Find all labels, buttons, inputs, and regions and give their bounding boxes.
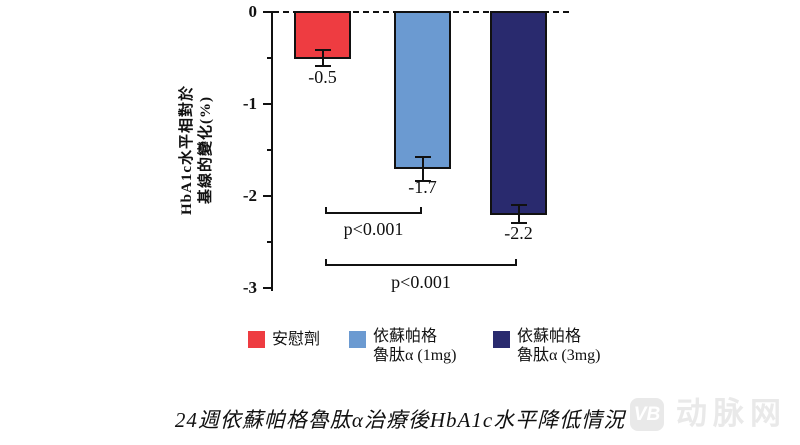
value-label-placebo: -0.5: [308, 67, 337, 87]
bar-3mg: [490, 11, 547, 215]
y-axis-tick-3: [263, 287, 272, 289]
legend-swatch-3mg: [493, 331, 510, 348]
significance-bracket-2: [325, 259, 517, 266]
legend-label-1mg: 依蘇帕格 魯肽α (1mg): [373, 327, 457, 365]
chart-title: 24週依蘇帕格魯肽α治療後HbA1c水平降低情況: [174, 408, 626, 432]
legend-label-3mg-line1: 依蘇帕格: [517, 328, 582, 345]
legend-swatch-placebo: [248, 331, 265, 348]
vb-watermark-logo-text: VB: [633, 403, 661, 425]
error-bar-1mg: [414, 156, 431, 182]
y-axis-title: HbA1c水平相對於 基線的變化(%): [178, 10, 216, 290]
legend-label-1mg-line2: 魯肽α (1mg): [373, 347, 457, 364]
legend-label-3mg: 依蘇帕格 魯肽α (3mg): [517, 327, 601, 365]
y-tick-label-2: -2: [242, 186, 257, 205]
y-tick-label-1: -1: [242, 94, 257, 113]
y-axis-minor-tick: [267, 57, 272, 59]
significance-label-2: p<0.001: [391, 272, 451, 292]
y-axis-title-line2: 基線的變化(%): [198, 96, 214, 204]
value-label-1mg: -1.7: [408, 177, 437, 197]
vb-watermark-logo-icon: VB: [630, 398, 664, 431]
significance-label-1: p<0.001: [343, 219, 404, 239]
legend-label-1mg-line1: 依蘇帕格: [373, 328, 438, 345]
y-tick-label-3: -3: [242, 278, 257, 297]
bar-group-placebo: -0.5: [294, 11, 351, 291]
y-axis-tick-1: [263, 103, 272, 105]
error-bar-placebo: [314, 49, 331, 67]
bar-1mg: [394, 11, 451, 169]
y-axis-minor-tick: [267, 149, 272, 151]
legend-label-3mg-line2: 魯肽α (3mg): [517, 347, 601, 364]
y-axis-line: [271, 11, 273, 291]
y-axis-tick-2: [263, 195, 272, 197]
y-axis-minor-tick: [267, 241, 272, 243]
watermark-brand-text: 动脉网: [676, 396, 787, 431]
bar-group-1mg: -1.7: [394, 11, 451, 291]
y-tick-label-0: 0: [248, 2, 258, 21]
legend-label-placebo-line1: 安慰劑: [272, 331, 321, 348]
bar-group-3mg: -2.2: [490, 11, 547, 291]
significance-bracket-1: [325, 207, 422, 214]
legend-swatch-1mg: [349, 331, 366, 348]
error-bar-3mg: [510, 204, 527, 224]
y-axis-title-line1: HbA1c水平相對於: [179, 85, 195, 216]
legend-label-placebo: 安慰劑: [272, 330, 320, 349]
value-label-3mg: -2.2: [504, 223, 533, 243]
y-axis-tick-0: [263, 11, 272, 13]
